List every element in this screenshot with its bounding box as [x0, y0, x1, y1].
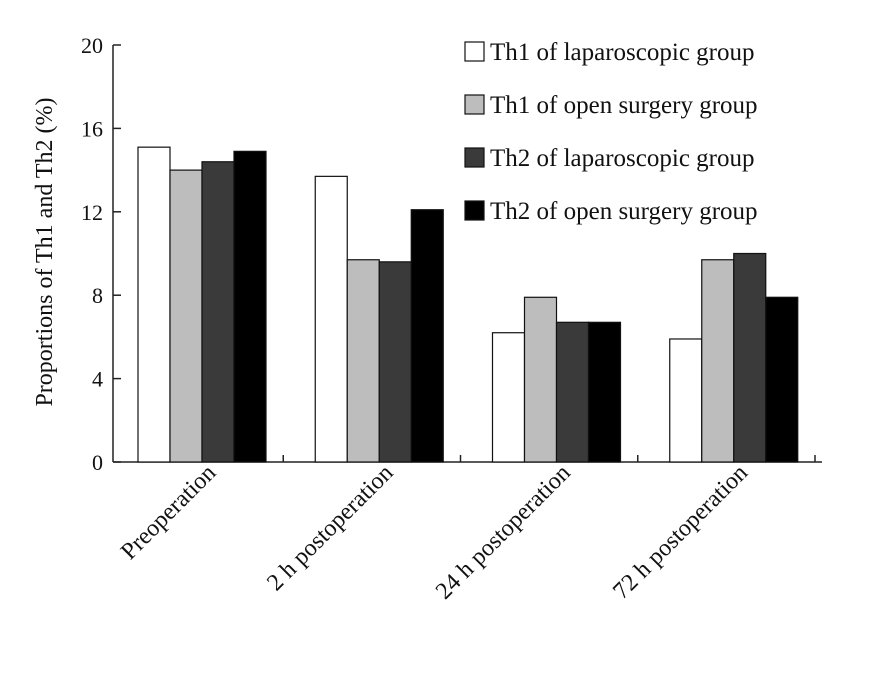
category-labels: Preoperation 2 h postoperation 24 h postop…	[116, 460, 753, 605]
bar-3-2	[378, 261, 412, 463]
bar-2-4	[701, 259, 735, 463]
bar-2-1	[169, 169, 203, 463]
legend-label: Th1 of open surgery group	[490, 92, 758, 119]
category-label: Preoperation	[116, 460, 221, 565]
legend-label: Th1 of laparoscopic group	[490, 39, 755, 66]
legend-swatch	[464, 94, 485, 115]
legend-label: Th2 of open surgery group	[490, 198, 758, 225]
bar-1-3	[491, 332, 526, 463]
category-label: 2 h postoperation	[262, 460, 398, 596]
bar-1-2	[314, 175, 348, 463]
bar-3-3	[555, 321, 590, 463]
bar-4-4	[765, 296, 799, 463]
bar-1-1	[137, 146, 171, 463]
bar-3-4	[733, 252, 767, 463]
y-axis-title: Proportions of Th1 and Th2 (%)	[32, 97, 58, 406]
y-ticks: 0 4 8 12 16 20	[81, 33, 121, 475]
legend-swatch	[464, 41, 485, 62]
legend-swatch	[464, 147, 485, 168]
bar-4-1	[233, 150, 267, 463]
bar-2-2	[346, 259, 380, 463]
bar-4-3	[587, 321, 622, 463]
y-tick-label: 12	[81, 200, 103, 225]
y-tick-label: 16	[81, 116, 103, 141]
y-tick-label: 0	[92, 450, 103, 475]
legend-label: Th2 of laparoscopic group	[490, 145, 755, 172]
legend-swatch	[464, 200, 485, 221]
category-label: 24 h postoperation	[431, 460, 576, 605]
bar-4-2	[410, 209, 444, 463]
bars	[137, 146, 799, 463]
y-tick-label: 8	[92, 283, 103, 308]
x-ticks	[282, 455, 816, 462]
bar-1-4	[669, 338, 703, 463]
category-label: 72 h postoperation	[608, 460, 753, 605]
y-tick-label: 20	[81, 33, 103, 58]
bar-3-1	[201, 161, 235, 463]
bar-2-3	[523, 296, 558, 463]
legend: Th1 of laparoscopic group Th1 of open sur…	[464, 39, 758, 225]
y-tick-label: 4	[92, 367, 103, 392]
